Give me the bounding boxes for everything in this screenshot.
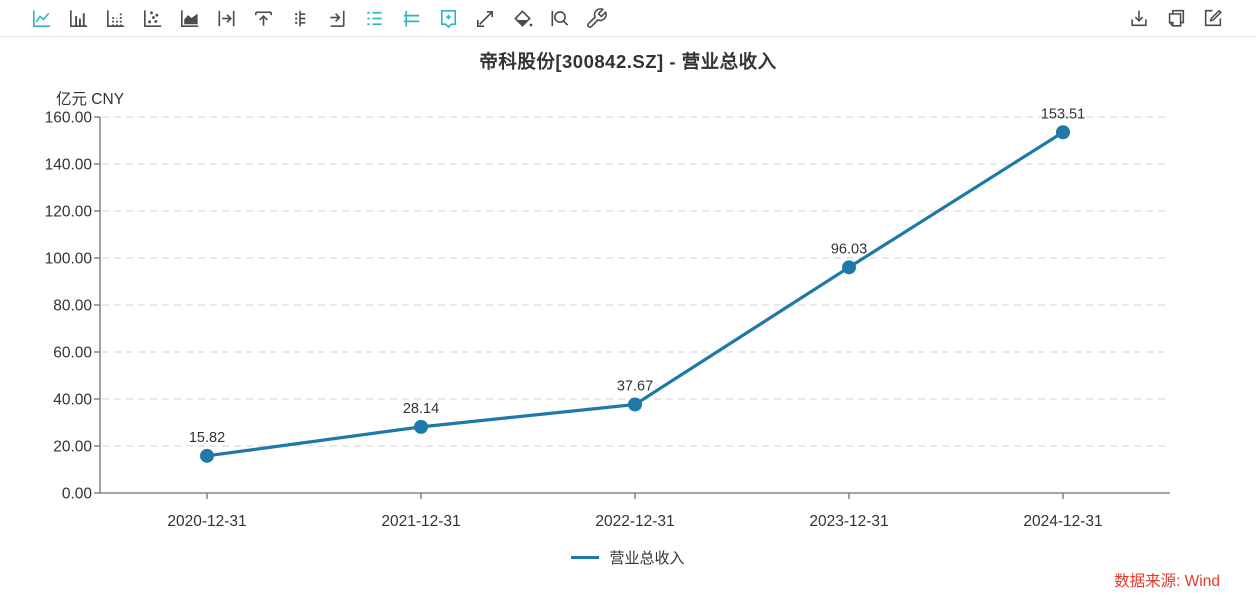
settings-wrench-icon <box>585 7 608 30</box>
bar-chart-button[interactable] <box>65 5 92 32</box>
line-chart-plot: 0.00 20.00 40.00 60.00 80.00 100.00 120.00 140.… <box>45 106 1170 530</box>
chart-title: 帝科股份[300842.SZ] - 营业总收入 <box>479 51 777 72</box>
settings-wrench-button[interactable] <box>583 5 610 32</box>
shift-up-icon <box>252 7 275 30</box>
data-point <box>842 260 856 275</box>
line-chart-button[interactable] <box>28 5 55 32</box>
y-axis-unit-label: 亿元 CNY <box>56 91 125 108</box>
y-tick-label: 100.00 <box>45 251 93 268</box>
scatter-chart-icon <box>141 7 164 30</box>
legend-label: 营业总收入 <box>609 549 685 567</box>
data-point <box>1056 125 1070 140</box>
axis-style-button[interactable] <box>287 5 314 32</box>
dotted-bar-chart-button[interactable] <box>102 5 129 32</box>
legend-item-revenue[interactable]: 营业总收入 <box>571 547 685 568</box>
trend-line-button[interactable] <box>472 5 499 32</box>
x-axis: 2020-12-31 2021-12-31 2022-12-31 2023-12-31… <box>100 492 1170 530</box>
zoom-button[interactable] <box>546 5 573 32</box>
line-chart-icon <box>30 7 53 30</box>
y-tick-label: 140.00 <box>45 157 93 174</box>
download-icon <box>1128 7 1150 29</box>
y-tick-label: 80.00 <box>53 298 92 315</box>
toolbar <box>0 0 1256 37</box>
fill-style-button[interactable] <box>509 5 536 32</box>
area-chart-icon <box>178 7 201 30</box>
data-point <box>628 397 642 412</box>
data-label: 153.51 <box>1041 106 1085 122</box>
bookmark-add-icon <box>437 7 460 30</box>
zoom-icon <box>548 7 571 30</box>
download-button[interactable] <box>1125 5 1152 32</box>
y-tick-label: 20.00 <box>53 439 92 456</box>
bookmark-add-button[interactable] <box>435 5 462 32</box>
area-chart-button[interactable] <box>176 5 203 32</box>
series-revenue: 15.82 28.14 37.67 96.03 153.51 <box>189 106 1085 463</box>
y-tick-label: 160.00 <box>45 110 93 127</box>
x-tick-label: 2020-12-31 <box>167 513 246 530</box>
export-tools-group <box>1125 5 1226 32</box>
shift-up-button[interactable] <box>250 5 277 32</box>
move-axis-right-icon <box>326 7 349 30</box>
legend: 营业总收入 <box>0 546 1256 568</box>
data-point <box>414 419 428 434</box>
x-tick-label: 2024-12-31 <box>1023 513 1102 530</box>
y-tick-label: 0.00 <box>62 486 93 503</box>
bar-chart-icon <box>67 7 90 30</box>
trend-line-icon <box>474 7 497 30</box>
x-tick-label: 2022-12-31 <box>595 513 674 530</box>
data-source-note: 数据来源: Wind <box>1114 573 1220 590</box>
shift-right-button[interactable] <box>213 5 240 32</box>
legend-style-button[interactable] <box>398 5 425 32</box>
y-tick-label: 40.00 <box>53 392 92 409</box>
data-label-list-icon <box>363 7 386 30</box>
scatter-chart-button[interactable] <box>139 5 166 32</box>
y-tick-label: 120.00 <box>45 204 93 221</box>
move-axis-right-button[interactable] <box>324 5 351 32</box>
axis-style-icon <box>289 7 312 30</box>
chart-tools-group <box>28 5 610 32</box>
edit-button[interactable] <box>1199 5 1226 32</box>
dotted-bar-chart-icon <box>104 7 127 30</box>
shift-right-icon <box>215 7 238 30</box>
copy-button[interactable] <box>1162 5 1189 32</box>
data-label-list-button[interactable] <box>361 5 388 32</box>
data-label: 96.03 <box>831 241 867 257</box>
fill-style-icon <box>511 7 534 30</box>
legend-line-swatch <box>571 555 600 559</box>
x-tick-label: 2021-12-31 <box>381 513 460 530</box>
data-label: 15.82 <box>189 430 225 446</box>
copy-icon <box>1165 7 1187 29</box>
y-axis: 0.00 20.00 40.00 60.00 80.00 100.00 120.00 140.… <box>45 110 101 503</box>
edit-icon <box>1202 7 1224 29</box>
data-label: 28.14 <box>403 401 439 417</box>
y-tick-label: 60.00 <box>53 345 92 362</box>
data-label: 37.67 <box>617 378 653 394</box>
x-tick-label: 2023-12-31 <box>809 513 888 530</box>
data-point <box>200 448 214 463</box>
legend-style-icon <box>400 7 423 30</box>
